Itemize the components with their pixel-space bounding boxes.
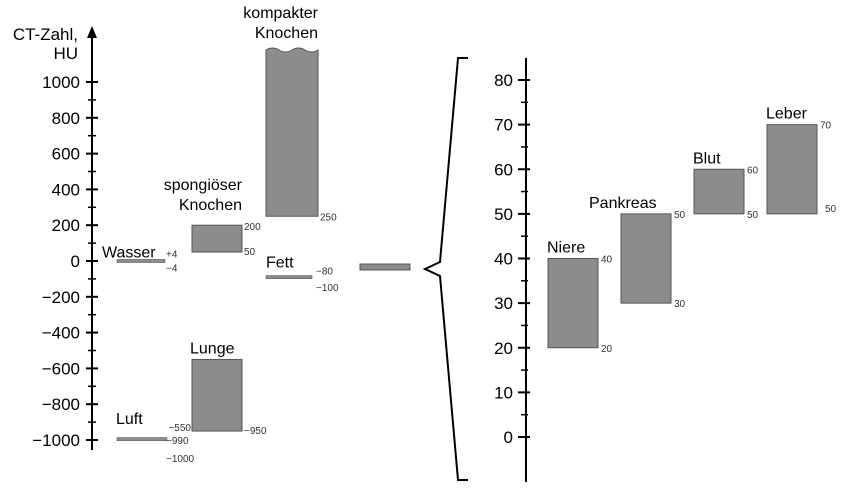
- range-bar-weichteile: [359, 263, 411, 271]
- range-line-fett: [265, 275, 313, 279]
- range-low-label-pankreas: 30: [674, 299, 686, 310]
- range-line-luft: [116, 437, 168, 441]
- range-weichteile: [359, 263, 411, 271]
- right-tick-label: 40: [494, 250, 513, 269]
- range-name-niere: Niere: [547, 240, 585, 257]
- right-tick-label: 80: [494, 71, 513, 90]
- range-name-luft: Luft: [116, 411, 143, 428]
- right-tick-label: 60: [494, 160, 513, 179]
- range-name-leber: Leber: [766, 106, 808, 123]
- range-wasser: Wasser +4 −4: [102, 244, 178, 274]
- range-kompakter-knochen: kompakter Knochen 250: [243, 5, 337, 223]
- range-low-label-luft: −1000: [166, 454, 195, 465]
- right-tick-label: 30: [494, 294, 513, 313]
- range-bar-spongioeser-knochen: [191, 224, 243, 253]
- range-high-label-wasser: +4: [166, 249, 178, 260]
- range-high-label-spongioeser-knochen: 200: [244, 222, 261, 233]
- range-name-spongioeser-knochen: spongiöser: [164, 177, 243, 194]
- range-leber: Leber 70 50: [766, 106, 837, 215]
- range-name-lunge: Lunge: [190, 340, 235, 357]
- left-tick-label: 0: [71, 252, 80, 271]
- range-high-label-pankreas: 50: [674, 210, 686, 221]
- range-pankreas: Pankreas 50 30: [589, 195, 686, 310]
- right-tick-label: 70: [494, 116, 513, 135]
- left-tick-label: 200: [52, 216, 80, 235]
- range-lunge: Lunge −550 −950: [168, 340, 266, 437]
- right-tick-label: 20: [494, 339, 513, 358]
- left-tick-label: 600: [52, 145, 80, 164]
- range-low-label-leber: 50: [825, 204, 837, 215]
- left-tick-label: 1000: [42, 73, 80, 92]
- range-bar-niere: [547, 258, 599, 349]
- range-name-spongioeser-knochen: Knochen: [179, 197, 242, 214]
- range-low-label-fett: −100: [316, 283, 339, 294]
- left-tick-label: −200: [42, 288, 80, 307]
- range-name-pankreas: Pankreas: [589, 195, 657, 212]
- range-low-label-lunge: −950: [244, 426, 267, 437]
- left-ylabel: CT-Zahl,: [13, 25, 78, 44]
- right-tick-label: 50: [494, 205, 513, 224]
- range-line-wasser: [116, 259, 166, 263]
- left-axis-arrow: [87, 26, 97, 38]
- range-bar-blut: [693, 168, 745, 215]
- right-tick-label: 10: [494, 383, 513, 402]
- range-bar-leber: [766, 124, 818, 215]
- right-tick-label: 0: [504, 428, 513, 447]
- range-bar-pankreas: [620, 213, 672, 304]
- range-high-label-luft: −990: [166, 436, 189, 447]
- range-niere: Niere 40 20: [547, 240, 613, 355]
- range-high-label-niere: 40: [601, 255, 613, 266]
- range-fett: Fett −80 −100: [265, 254, 339, 294]
- range-bar-kompakter-knochen: [265, 47, 319, 217]
- left-tick-label: 800: [52, 109, 80, 128]
- range-low-label-spongioeser-knochen: 50: [244, 247, 256, 258]
- range-low-label-wasser: −4: [166, 264, 178, 275]
- left-tick-label: −400: [42, 324, 80, 343]
- range-high-label-lunge: −550: [168, 423, 191, 434]
- zoom-bracket: [422, 57, 468, 481]
- range-name-kompakter-knochen: Knochen: [255, 25, 318, 42]
- left-tick-label: 400: [52, 180, 80, 199]
- range-low-label-kompakter-knochen: 250: [320, 212, 337, 223]
- range-name-wasser: Wasser: [102, 244, 156, 261]
- range-bar-lunge: [191, 358, 243, 432]
- range-high-label-leber: 70: [820, 121, 832, 132]
- range-low-label-blut: 50: [747, 210, 759, 221]
- left-ylabel-unit: HU: [53, 44, 78, 63]
- range-name-fett: Fett: [266, 254, 294, 271]
- range-low-label-niere: 20: [601, 344, 613, 355]
- left-tick-label: −800: [42, 395, 80, 414]
- left-tick-label: −600: [42, 359, 80, 378]
- range-high-label-blut: 60: [747, 165, 759, 176]
- range-blut: Blut 60 50: [693, 150, 759, 221]
- range-high-label-fett: −80: [316, 266, 333, 277]
- range-name-blut: Blut: [693, 150, 721, 167]
- range-name-kompakter-knochen: kompakter: [243, 5, 318, 22]
- left-tick-label: −1000: [32, 431, 80, 450]
- range-luft: Luft −990 −1000: [116, 411, 195, 465]
